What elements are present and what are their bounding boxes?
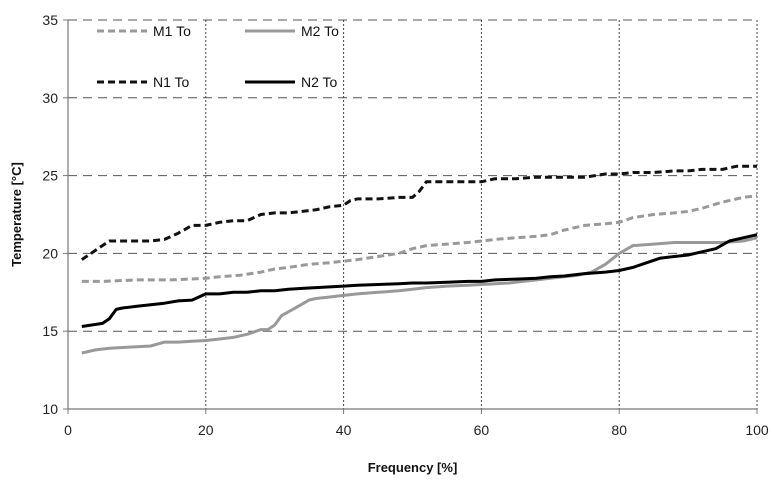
y-tick-label-25: 25	[42, 168, 58, 184]
y-tick-label-10: 10	[42, 401, 58, 417]
x-tick-label-100: 100	[745, 422, 769, 438]
y-tick-label-35: 35	[42, 12, 58, 28]
grid	[68, 19, 758, 409]
y-tick-label-20: 20	[42, 245, 58, 261]
legend-label-m2-to: M2 To	[301, 23, 339, 39]
legend: M1 To M2 To N1 To N2 To	[97, 23, 339, 90]
y-tick-label-15: 15	[42, 323, 58, 339]
y-axis-title: Temperature [°C]	[9, 162, 24, 267]
legend-label-m1-to: M1 To	[153, 23, 191, 39]
legend-label-n2-to: N2 To	[301, 74, 338, 90]
x-tick-label-60: 60	[474, 422, 490, 438]
x-tick-label-20: 20	[198, 422, 214, 438]
series-layer	[80, 164, 758, 355]
x-tick-label-0: 0	[64, 422, 72, 438]
x-tick-label-80: 80	[611, 422, 627, 438]
series-line-n1-to	[80, 164, 757, 261]
series-line-m1-to	[81, 194, 758, 283]
series-line-m2-to	[81, 236, 758, 355]
legend-label-n1-to: N1 To	[153, 74, 190, 90]
ticks: 10 15 20 25 30 35 0 20 40 60 80 100	[42, 12, 768, 438]
axes	[67, 20, 757, 410]
series-line-n2-to	[81, 233, 758, 328]
x-tick-label-40: 40	[336, 422, 352, 438]
y-tick-label-30: 30	[42, 90, 58, 106]
x-axis-title: Frequency [%]	[368, 460, 458, 475]
